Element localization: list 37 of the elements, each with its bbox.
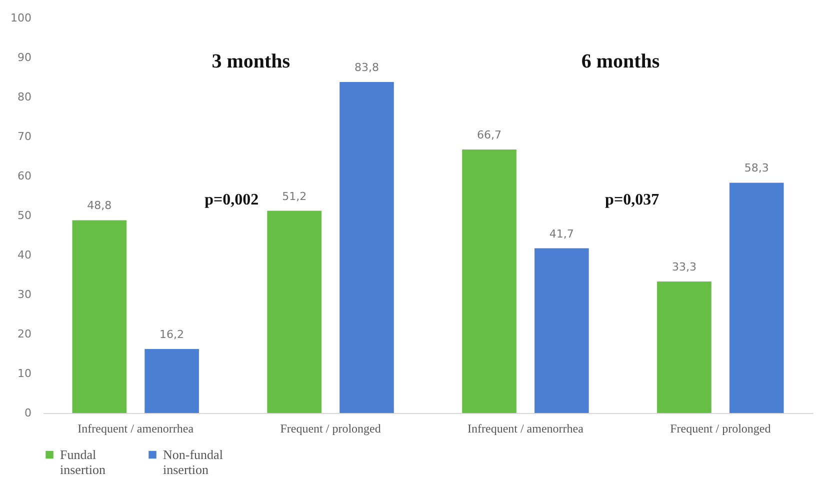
y-tick-label: 100 — [10, 12, 32, 24]
bar — [72, 220, 127, 413]
data-label: 16,2 — [160, 328, 184, 342]
legend-label: Fundal insertion — [60, 446, 106, 477]
x-tick-label: Frequent / prolonged — [670, 422, 771, 436]
y-tick-label: 0 — [24, 406, 32, 420]
x-tick-label: Infrequent / amenorrhea — [467, 422, 584, 436]
legend-label: Non-fundal insertion — [163, 446, 224, 477]
data-label: 51,2 — [282, 190, 307, 203]
x-tick-label: Infrequent / amenorrhea — [78, 422, 194, 436]
y-tick-label: 50 — [18, 209, 32, 222]
data-label: 83,8 — [354, 60, 379, 74]
annotation: p=0,037 — [605, 192, 660, 209]
annotation: p=0,002 — [204, 192, 259, 209]
data-label: 41,7 — [549, 227, 574, 240]
annotation: 6 months — [581, 50, 660, 72]
data-label: 48,8 — [87, 199, 112, 212]
data-label: 33,3 — [672, 260, 696, 274]
bar — [534, 248, 589, 413]
bar — [729, 182, 784, 413]
data-label: 66,7 — [477, 128, 502, 142]
bar — [462, 150, 516, 413]
annotation: 3 months — [212, 50, 290, 72]
y-tick-label: 70 — [18, 130, 32, 143]
bar — [657, 281, 712, 413]
y-tick-label: 60 — [18, 170, 32, 182]
y-tick-label: 30 — [18, 288, 32, 301]
y-tick-label: 20 — [18, 328, 32, 340]
y-tick-label: 40 — [18, 248, 32, 262]
x-tick-label: Frequent / prolonged — [280, 422, 381, 436]
bar — [144, 349, 199, 413]
bar — [267, 210, 322, 413]
bar — [340, 82, 394, 413]
y-tick-label: 10 — [18, 367, 32, 380]
y-tick-label: 90 — [18, 51, 32, 64]
data-label: 58,3 — [744, 162, 769, 175]
y-tick-label: 80 — [18, 90, 32, 104]
